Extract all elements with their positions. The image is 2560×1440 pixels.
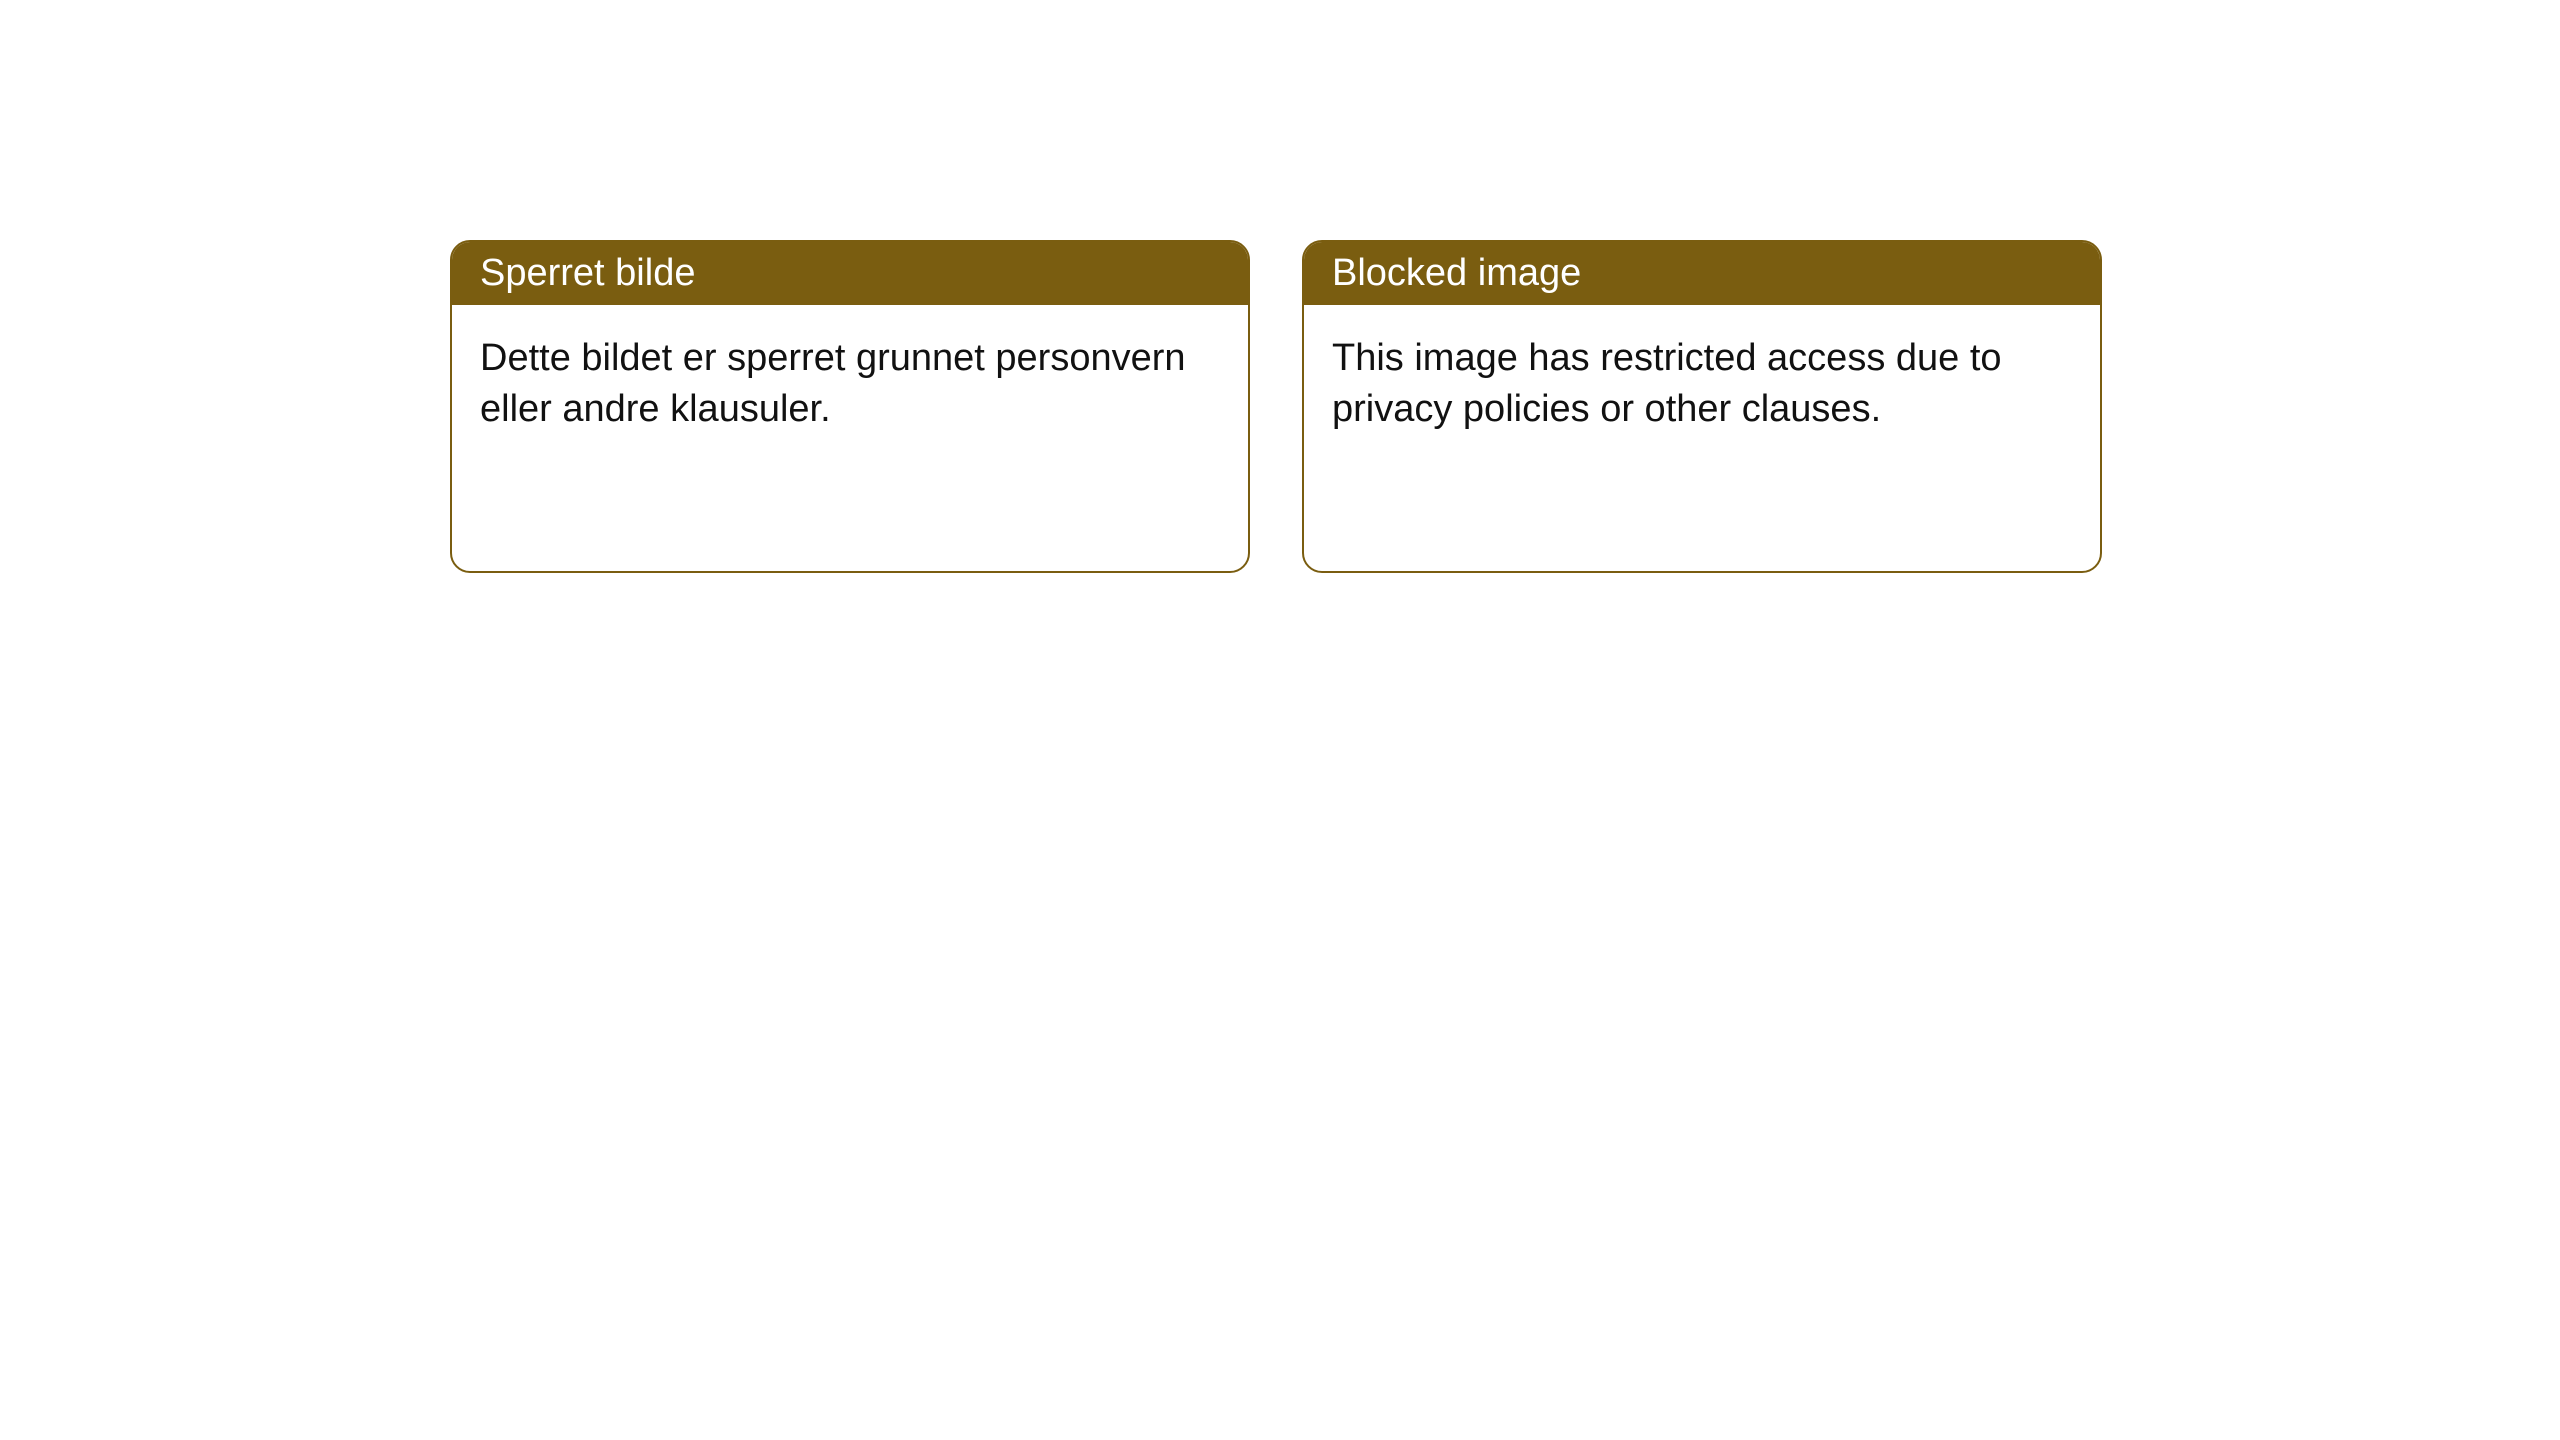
- card-body-text: This image has restricted access due to …: [1332, 337, 2002, 430]
- notice-card-english: Blocked image This image has restricted …: [1302, 240, 2102, 573]
- notice-container: Sperret bilde Dette bildet er sperret gr…: [0, 0, 2560, 573]
- card-title: Blocked image: [1332, 252, 1581, 294]
- card-title: Sperret bilde: [480, 252, 695, 294]
- card-body: Dette bildet er sperret grunnet personve…: [452, 305, 1248, 464]
- card-header: Blocked image: [1304, 242, 2100, 305]
- card-body: This image has restricted access due to …: [1304, 305, 2100, 464]
- card-body-text: Dette bildet er sperret grunnet personve…: [480, 337, 1186, 430]
- notice-card-norwegian: Sperret bilde Dette bildet er sperret gr…: [450, 240, 1250, 573]
- card-header: Sperret bilde: [452, 242, 1248, 305]
